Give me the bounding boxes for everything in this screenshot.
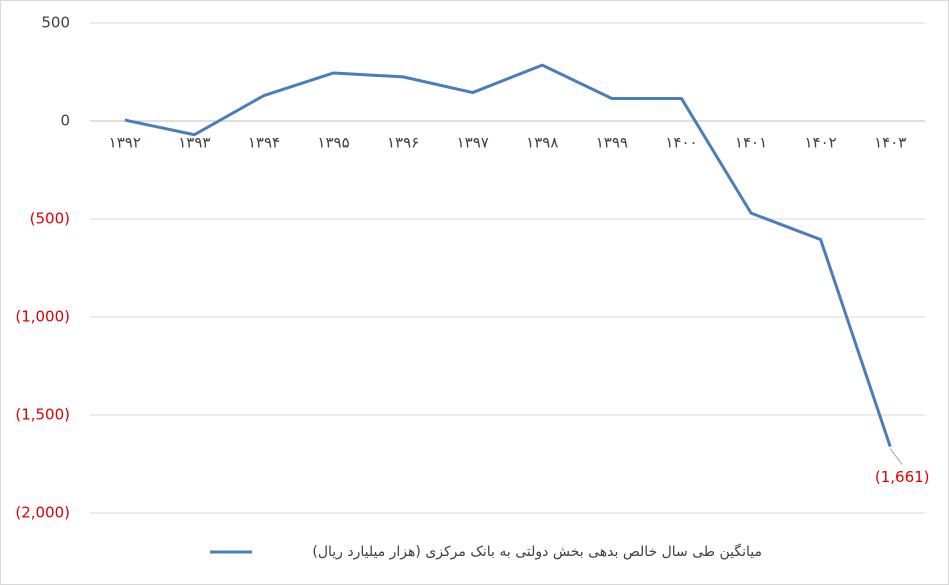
data-line [124,63,892,448]
y-tick-label: (2,000) [15,504,70,522]
leader-line [889,448,903,465]
x-tick-label: ۱۴۰۱ [735,134,767,152]
x-tick-label: ۱۴۰۳ [874,134,906,152]
y-tick-label: (1,500) [15,406,70,424]
y-tick-label: 0 [60,112,70,130]
x-tick-label: ۱۴۰۲ [805,134,837,152]
x-tick-label: ۱۳۹۳ [178,134,210,152]
x-tick-label: ۱۳۹۶ [387,134,419,152]
x-tick-label: ۱۳۹۷ [457,134,489,152]
x-tick-label: ۱۳۹۸ [526,134,558,152]
x-tick-label: ۱۳۹۵ [317,134,349,152]
y-tick-label: (500) [30,210,70,228]
x-tick-label: ۱۳۹۴ [248,134,280,152]
data-label: (1,661) [875,468,930,486]
y-tick-label: 500 [41,14,70,32]
x-tick-label: ۱۳۹۹ [596,134,628,152]
x-tick-label: ۱۳۹۲ [109,134,141,152]
x-tick-label: ۱۴۰۰ [665,134,697,152]
legend-label: میانگین طی سال خالص بدهی بخش دولتی به با… [312,543,762,560]
y-tick-label: (1,000) [15,308,70,326]
